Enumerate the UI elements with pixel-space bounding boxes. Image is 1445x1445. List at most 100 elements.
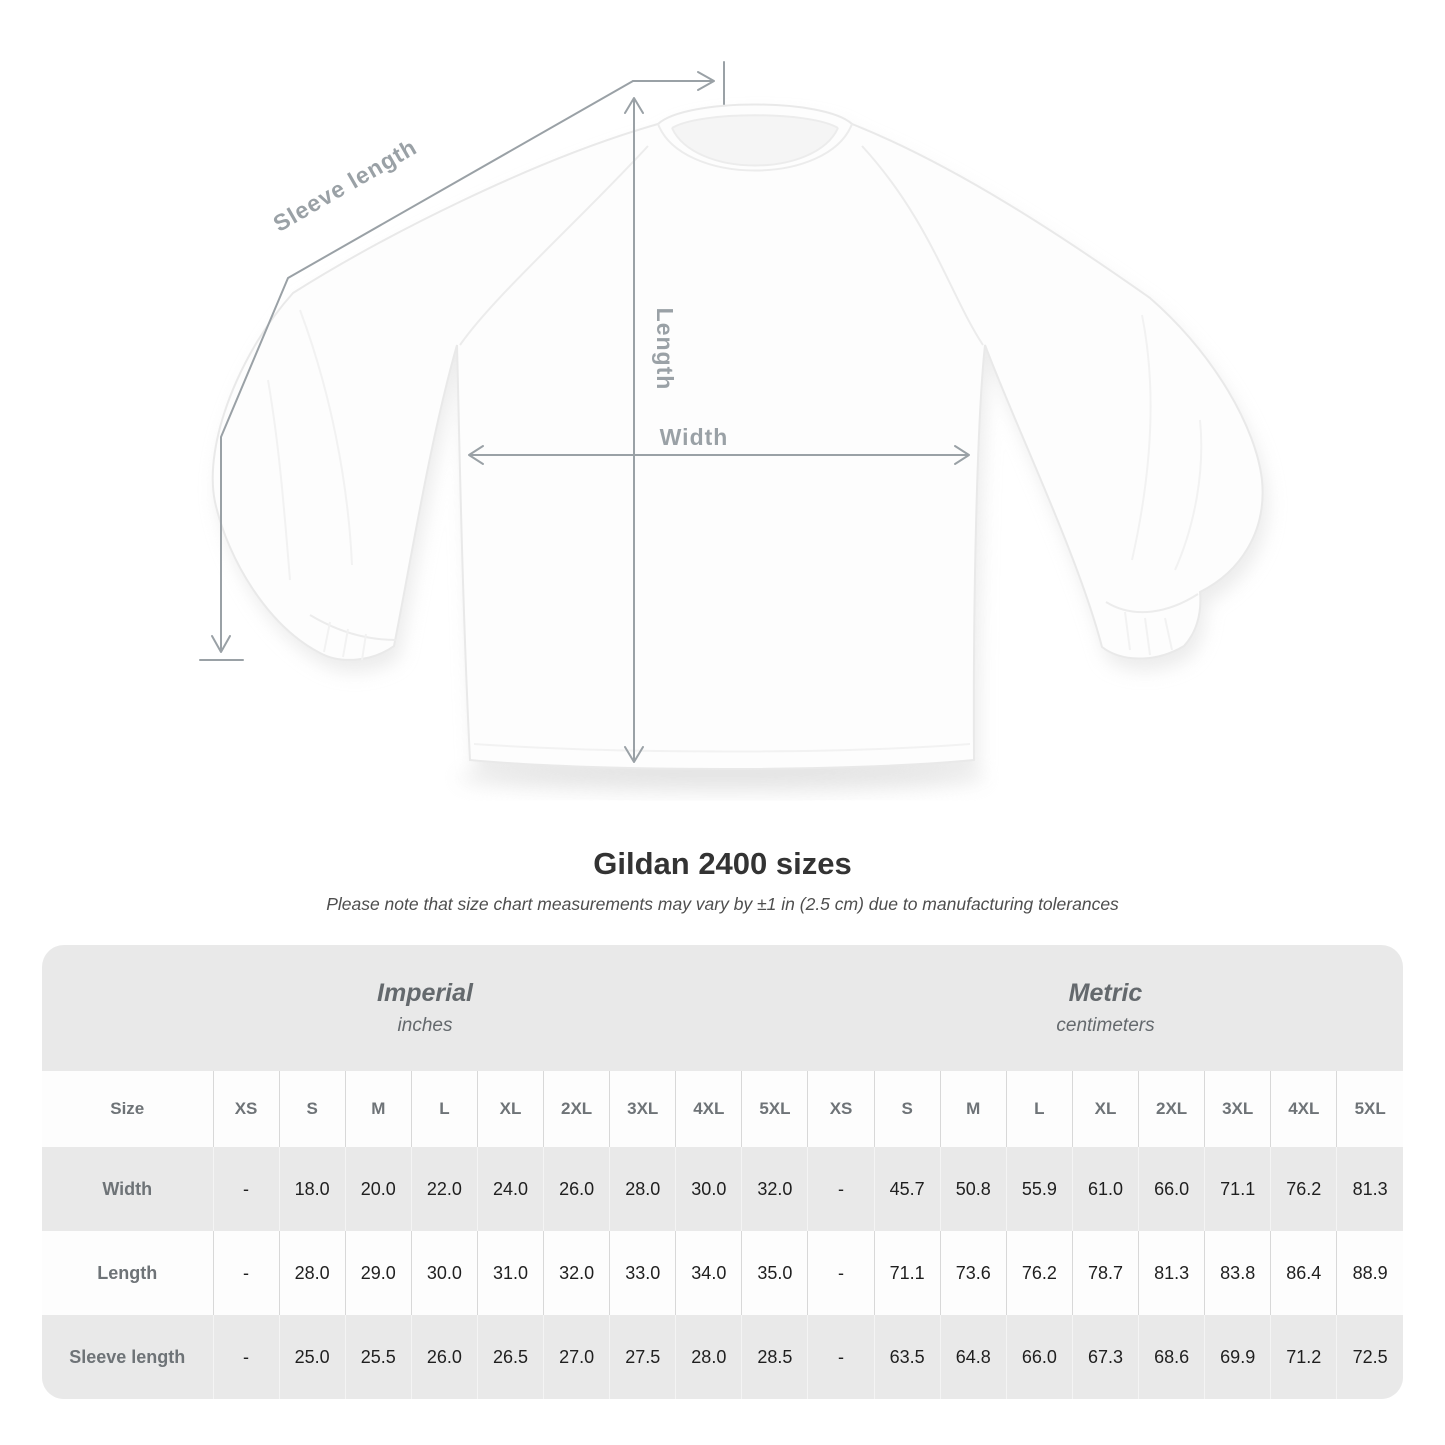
page-title: Gildan 2400 sizes [593,846,852,881]
size-header-cell: XL [476,1071,544,1147]
value-cell: 69.9 [1204,1315,1271,1399]
arrow-right-icon [697,71,715,91]
width-label: Width [660,424,729,450]
value-cell: 66.0 [1005,1315,1073,1399]
value-cell: 31.0 [476,1231,544,1315]
value-cell: 20.0 [344,1147,412,1231]
value-cell: 71.1 [1204,1147,1271,1231]
imperial-unit: inches [397,1015,453,1036]
row-label: Sleeve length [69,1346,186,1367]
size-header-cell: 5XL [741,1071,808,1147]
arrow-down-icon [211,635,231,653]
value-cell: 28.5 [741,1315,808,1399]
right-cuff [1105,593,1199,656]
value-cell: 22.0 [410,1147,478,1231]
row-label: Width [102,1178,153,1199]
value-cell: - [212,1315,280,1399]
value-cell: 26.5 [476,1315,544,1399]
size-header-cell: 2XL [1138,1071,1205,1147]
value-cell: 26.0 [410,1315,478,1399]
hem-shadow [457,762,987,794]
value-cell: 27.5 [609,1315,676,1399]
arrow-down-icon [624,746,644,763]
value-cell: 72.5 [1336,1315,1403,1399]
value-cell: 71.2 [1270,1315,1337,1399]
unit-group-imperial: Imperial inches [42,945,808,1071]
value-cell: 88.9 [1336,1231,1403,1315]
value-cell: 76.2 [1270,1147,1337,1231]
value-cell: 76.2 [1005,1231,1073,1315]
size-header-cell: XS [807,1071,875,1147]
value-cell: 26.0 [543,1147,610,1231]
size-header-cell: XL [1071,1071,1139,1147]
sleeve-length-line [220,80,634,651]
length-measurement: Length [624,97,678,763]
value-cell: - [212,1231,280,1315]
value-cell: 81.3 [1138,1231,1205,1315]
shirt-body [211,103,1264,770]
size-header-cell: 3XL [609,1071,676,1147]
arrow-right-icon [954,445,970,465]
shirt-illustration [211,103,1268,794]
value-cell: 63.5 [873,1315,941,1399]
unit-group-row: Imperial inches Metric centimeters [42,945,1403,1071]
imperial-label: Imperial [377,979,473,1007]
page-subtitle: Please note that size chart measurements… [326,894,1119,914]
value-cell: 64.8 [939,1315,1007,1399]
value-cell: 24.0 [476,1147,544,1231]
size-guide-page: Sleeve length Length Width Gild [42,61,1403,1399]
shirt-measurement-diagram: Sleeve length Length Width [199,61,1268,794]
value-cell: 29.0 [344,1231,412,1315]
left-armhole-seam [459,145,649,346]
size-header-cell: 4XL [1270,1071,1337,1147]
sleeve-folds [267,309,1203,581]
size-header-cell: 5XL [1336,1071,1403,1147]
size-header-cell: L [410,1071,478,1147]
value-cell: 32.0 [543,1231,610,1315]
value-cell: 45.7 [873,1147,941,1231]
arrow-up-icon [624,97,644,114]
value-cell: 73.6 [939,1231,1007,1315]
value-cell: 66.0 [1138,1147,1205,1231]
value-cell: 25.0 [278,1315,346,1399]
size-header-cell: L [1005,1071,1073,1147]
arrow-left-icon [468,445,484,465]
value-cell: 61.0 [1071,1147,1139,1231]
right-armhole-seam [861,145,984,346]
collar-seams [657,114,853,172]
value-cell: 81.3 [1336,1147,1403,1231]
metric-unit: centimeters [1056,1015,1155,1036]
value-cell: 55.9 [1005,1147,1073,1231]
value-cell: - [807,1147,875,1231]
unit-group-metric: Metric centimeters [808,945,1403,1071]
value-cell: 28.0 [278,1231,346,1315]
value-cell: - [807,1315,875,1399]
value-cell: 30.0 [675,1147,742,1231]
length-label: Length [652,308,678,391]
size-chart-table: Imperial inches Metric centimeters Size … [42,945,1403,1399]
value-cell: 32.0 [741,1147,808,1231]
size-header-cell: 4XL [675,1071,742,1147]
size-header-cell: XS [212,1071,280,1147]
hem-seam [473,743,971,753]
value-cell: 34.0 [675,1231,742,1315]
row-label: Length [97,1262,158,1283]
value-cell: 86.4 [1270,1231,1337,1315]
table-row-width: Width - 18.0 20.0 22.0 24.0 26.0 28.0 30… [42,1147,1403,1231]
size-chart-card: Imperial inches Metric centimeters Size … [42,945,1403,1399]
value-cell: - [807,1231,875,1315]
size-header-row: Size XS S M L XL 2XL 3XL 4XL 5XL XS S M … [42,1071,1403,1147]
value-cell: 25.5 [344,1315,412,1399]
collar-opening [672,115,838,166]
size-header-cell: S [278,1071,346,1147]
size-header-cell: M [344,1071,412,1147]
value-cell: 83.8 [1204,1231,1271,1315]
value-cell: - [212,1147,280,1231]
value-cell: 71.1 [873,1231,941,1315]
value-cell: 18.0 [278,1147,346,1231]
value-cell: 35.0 [741,1231,808,1315]
left-cuff [309,614,397,661]
value-cell: 78.7 [1071,1231,1139,1315]
value-cell: 33.0 [609,1231,676,1315]
value-cell: 50.8 [939,1147,1007,1231]
